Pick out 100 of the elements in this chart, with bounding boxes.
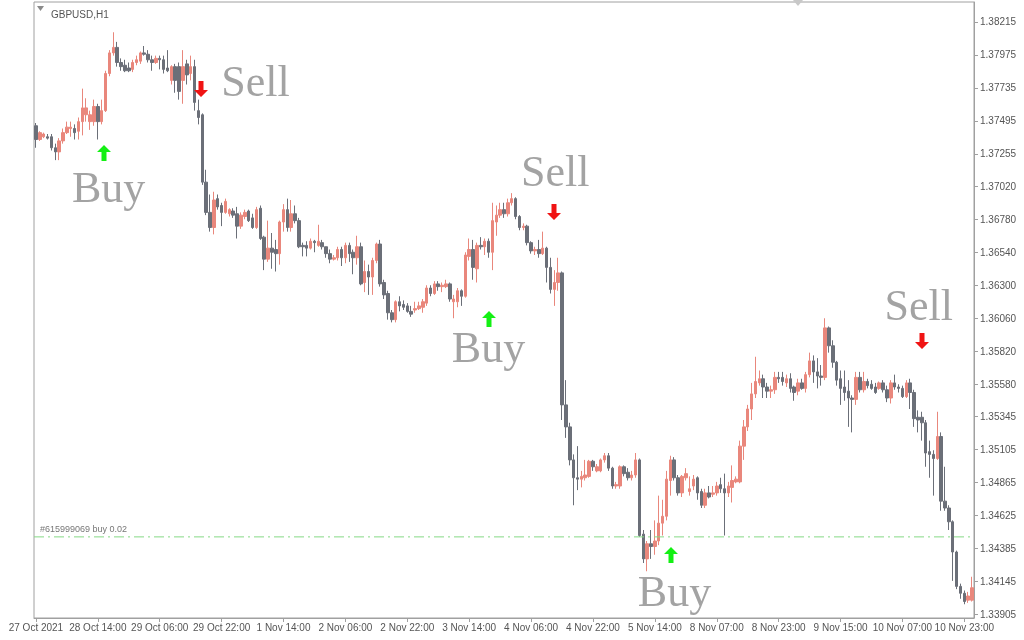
candlestick: [127, 62, 131, 73]
candlestick: [309, 238, 312, 250]
annotation: Buy: [451, 323, 526, 372]
candlestick: [123, 59, 127, 73]
y-tick-label: 1.36300: [980, 279, 1017, 291]
annotation: Buy: [637, 567, 712, 616]
candlestick: [502, 202, 506, 219]
candlestick: [177, 62, 181, 101]
y-tick-label: 1.36780: [980, 213, 1017, 225]
candlestick: [874, 382, 877, 395]
y-tick-label: 1.34385: [980, 543, 1017, 555]
candlestick: [251, 213, 254, 230]
candlestick: [460, 288, 463, 307]
candlestick: [703, 488, 707, 509]
candlestick: [328, 249, 332, 264]
candlestick: [444, 279, 448, 289]
x-tick-label: 9 Nov 15:00: [813, 621, 868, 633]
x-tick-label: 1 Nov 14:00: [256, 621, 311, 633]
y-tick-label: 1.33905: [980, 609, 1017, 621]
y-tick-label: 1.35345: [980, 411, 1017, 423]
candlestick: [595, 463, 599, 473]
candlestick: [166, 49, 169, 73]
candlestick: [711, 485, 715, 498]
x-tick-label: 29 Oct 06:00: [131, 621, 189, 633]
x-tick-label: 3 Nov 14:00: [442, 621, 497, 633]
y-tick-label: 1.37020: [980, 180, 1017, 192]
candlestick: [417, 301, 421, 311]
candlestick: [402, 299, 405, 311]
candlestick: [889, 379, 893, 404]
x-tick-label: 27 Oct 2021: [8, 621, 64, 633]
candlestick: [936, 411, 939, 461]
candlestick: [634, 452, 637, 479]
candlestick: [800, 378, 804, 391]
candlestick: [239, 211, 243, 230]
y-tick-label: 1.37255: [980, 148, 1017, 160]
candlestick: [707, 485, 711, 499]
candlestick: [413, 301, 417, 314]
candlestick: [286, 198, 289, 233]
candlestick: [970, 576, 974, 602]
x-tick-label: 29 Oct 22:00: [192, 621, 251, 633]
candlestick: [317, 224, 320, 248]
y-tick-label: 1.35820: [980, 345, 1017, 357]
candlestick: [939, 431, 943, 512]
candlestick: [785, 374, 788, 388]
candlestick: [289, 199, 293, 233]
candlestick: [181, 49, 185, 105]
y-tick-label: 1.34145: [980, 576, 1017, 588]
x-tick-label: 5 Nov 14:00: [627, 621, 683, 633]
x-tick-label: 28 Oct 14:00: [69, 621, 127, 633]
candlestick: [723, 473, 726, 536]
candlestick: [533, 246, 537, 256]
y-tick-label: 1.34625: [980, 510, 1017, 522]
candlestick: [626, 467, 630, 481]
candlestick: [491, 202, 494, 271]
candlestick: [170, 64, 173, 85]
annotation: Sell: [884, 281, 953, 330]
candlestick: [905, 379, 908, 399]
candlestick: [522, 222, 525, 231]
candlestick: [866, 378, 869, 389]
candlestick: [858, 371, 862, 393]
candlestick: [158, 55, 161, 70]
candlestick: [34, 122, 38, 149]
candlestick: [340, 246, 343, 267]
candlestick: [591, 459, 595, 472]
y-tick-label: 1.37735: [980, 82, 1017, 94]
candlestick: [773, 371, 777, 395]
candlestick: [715, 481, 719, 497]
candlestick: [212, 191, 216, 235]
y-tick-label: 1.35580: [980, 378, 1017, 390]
candlestick: [305, 240, 308, 257]
candlestick: [870, 379, 873, 391]
candlestick: [73, 123, 76, 140]
candlestick: [38, 130, 42, 142]
candlestick: [618, 464, 622, 490]
candlestick: [235, 206, 239, 239]
candlestick: [812, 354, 815, 384]
candlestick: [42, 132, 45, 139]
candlestick: [877, 381, 881, 391]
candlestick: [471, 239, 475, 281]
candlestick: [537, 239, 541, 259]
candlestick: [777, 371, 780, 384]
candlestick: [823, 317, 827, 381]
candlestick: [433, 280, 436, 296]
candlestick: [440, 282, 444, 293]
x-tick-label: 4 Nov 06:00: [504, 621, 559, 633]
candlestick: [854, 371, 858, 406]
candlestick: [344, 242, 347, 264]
candlestick: [487, 238, 490, 259]
candlestick: [409, 305, 413, 318]
candlestick: [483, 238, 486, 256]
candlestick: [475, 242, 479, 283]
candlestick: [398, 295, 401, 312]
ref-line-label: #615999069 buy 0.02: [40, 524, 128, 535]
candlestick: [587, 459, 591, 479]
x-tick-label: 2 Nov 06:00: [318, 621, 373, 633]
annotation: Sell: [221, 57, 290, 106]
x-tick-label: 10 Nov 07:00: [872, 621, 933, 633]
candlestick: [429, 284, 432, 297]
x-tick-label: 8 Nov 07:00: [689, 621, 745, 633]
y-tick-label: 1.36060: [980, 312, 1017, 324]
